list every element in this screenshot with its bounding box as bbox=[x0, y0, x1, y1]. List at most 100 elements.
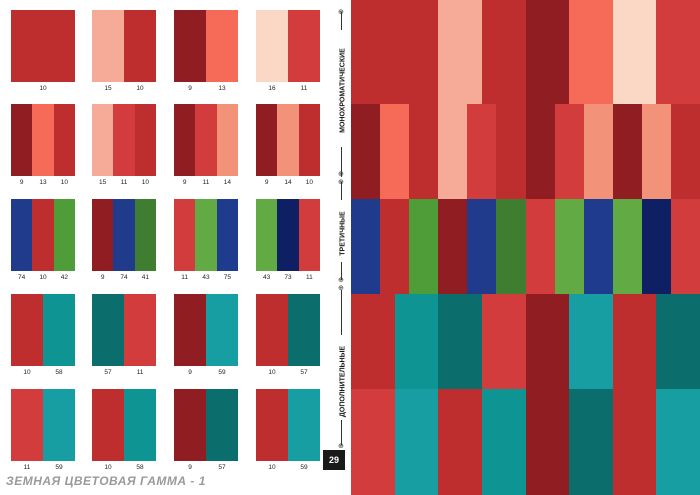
swatch-color-number: 15 bbox=[104, 85, 112, 92]
color-swatch bbox=[11, 389, 75, 461]
combination-cell bbox=[554, 199, 585, 294]
swatch-band bbox=[206, 10, 238, 82]
swatch-color-number: 11 bbox=[202, 179, 210, 186]
swatch-color-number: 10 bbox=[39, 274, 47, 281]
swatch-band bbox=[256, 104, 278, 176]
swatch-band bbox=[298, 104, 320, 176]
combination-cell bbox=[481, 0, 526, 104]
color-swatch bbox=[174, 199, 238, 271]
combination-cell bbox=[351, 104, 381, 199]
combination-cell bbox=[438, 104, 468, 199]
color-swatch bbox=[11, 10, 75, 82]
combination-cell bbox=[554, 104, 585, 199]
swatch-band bbox=[92, 10, 124, 82]
swatch-band bbox=[277, 199, 299, 271]
footer-title: ЗЕМНАЯ ЦВЕТОВАЯ ГАММА - 1 bbox=[6, 474, 206, 488]
combination-cell bbox=[612, 104, 643, 199]
swatch-color-number: 10 bbox=[268, 464, 276, 471]
swatch-band bbox=[174, 104, 196, 176]
swatch-color-number: 58 bbox=[55, 369, 63, 376]
combination-cell bbox=[380, 104, 410, 199]
combination-cell bbox=[641, 104, 672, 199]
swatch-color-number: 10 bbox=[268, 369, 276, 376]
combination-cell bbox=[351, 0, 396, 104]
combination-cell bbox=[409, 104, 439, 199]
combination-cell bbox=[612, 294, 657, 389]
swatch-band bbox=[92, 104, 114, 176]
swatch-color-number: 11 bbox=[23, 464, 31, 471]
swatch-color-number: 10 bbox=[39, 85, 47, 92]
swatch-band bbox=[174, 294, 206, 366]
color-swatch bbox=[256, 389, 320, 461]
swatch-color-number: 16 bbox=[268, 85, 276, 92]
swatch-band bbox=[124, 389, 156, 461]
section-line-mono-top bbox=[341, 12, 342, 30]
swatch-band bbox=[11, 199, 33, 271]
swatch-color-number: 13 bbox=[39, 179, 47, 186]
color-swatch bbox=[92, 389, 156, 461]
swatch-band bbox=[53, 104, 75, 176]
section-label-monochromatic: МОНОХРОМАТИЧЕСКИЕ bbox=[339, 48, 347, 133]
arrow-up-mark: ⊕ bbox=[338, 9, 344, 16]
swatch-color-number: 10 bbox=[23, 369, 31, 376]
swatch-color-number: 43 bbox=[202, 274, 210, 281]
page-number: 29 bbox=[323, 450, 345, 470]
combination-cell bbox=[496, 199, 526, 294]
swatch-color-number: 74 bbox=[18, 274, 26, 281]
combination-cell bbox=[670, 199, 700, 294]
swatch-band bbox=[43, 294, 75, 366]
swatch-color-number: 10 bbox=[60, 179, 68, 186]
color-swatch bbox=[256, 10, 320, 82]
combination-cell bbox=[525, 0, 570, 104]
swatch-color-number: 9 bbox=[264, 179, 269, 186]
color-combination-panel bbox=[351, 0, 700, 495]
swatch-color-number: 11 bbox=[136, 369, 144, 376]
swatch-band bbox=[195, 199, 217, 271]
swatch-color-number: 10 bbox=[305, 179, 313, 186]
swatch-color-number: 11 bbox=[300, 85, 308, 92]
swatch-color-number: 14 bbox=[223, 179, 231, 186]
combination-cell bbox=[351, 199, 381, 294]
swatch-band bbox=[256, 199, 278, 271]
combination-cell bbox=[656, 0, 700, 104]
combination-cell bbox=[438, 199, 468, 294]
swatch-color-number: 43 bbox=[263, 274, 271, 281]
color-swatch bbox=[256, 104, 320, 176]
combination-cell bbox=[525, 389, 570, 495]
swatch-color-number: 9 bbox=[182, 179, 187, 186]
swatch-band bbox=[124, 294, 156, 366]
swatch-band bbox=[92, 199, 114, 271]
combination-cell bbox=[569, 389, 614, 495]
arrow-up-mark: ⊕ bbox=[338, 179, 344, 186]
section-line-tertiary-top bbox=[341, 182, 342, 200]
section-line-mono-bottom bbox=[341, 147, 342, 177]
swatch-color-number: 13 bbox=[218, 85, 226, 92]
swatch-color-number: 57 bbox=[218, 464, 226, 471]
combination-cell bbox=[351, 389, 396, 495]
swatch-color-number: 10 bbox=[104, 464, 112, 471]
swatch-color-number: 42 bbox=[60, 274, 68, 281]
swatch-color-number: 9 bbox=[100, 274, 105, 281]
swatch-band bbox=[256, 294, 288, 366]
swatch-band bbox=[174, 389, 206, 461]
combination-cell bbox=[525, 104, 556, 199]
color-swatch bbox=[11, 294, 75, 366]
combination-cell bbox=[481, 389, 526, 495]
section-line-tertiary-bottom bbox=[341, 262, 342, 280]
swatch-color-number: 11 bbox=[305, 274, 313, 281]
color-swatch bbox=[174, 10, 238, 82]
swatch-band bbox=[216, 199, 238, 271]
combination-cell bbox=[525, 294, 570, 389]
combination-cell bbox=[583, 199, 614, 294]
swatch-band bbox=[11, 294, 43, 366]
swatch-band bbox=[174, 199, 196, 271]
color-swatch bbox=[92, 10, 156, 82]
combination-cell bbox=[394, 389, 439, 495]
swatch-band bbox=[92, 294, 124, 366]
color-swatch bbox=[174, 294, 238, 366]
swatch-band bbox=[124, 10, 156, 82]
swatch-band bbox=[32, 104, 54, 176]
combination-cell bbox=[438, 389, 483, 495]
swatch-color-number: 73 bbox=[284, 274, 292, 281]
swatch-band bbox=[11, 389, 43, 461]
